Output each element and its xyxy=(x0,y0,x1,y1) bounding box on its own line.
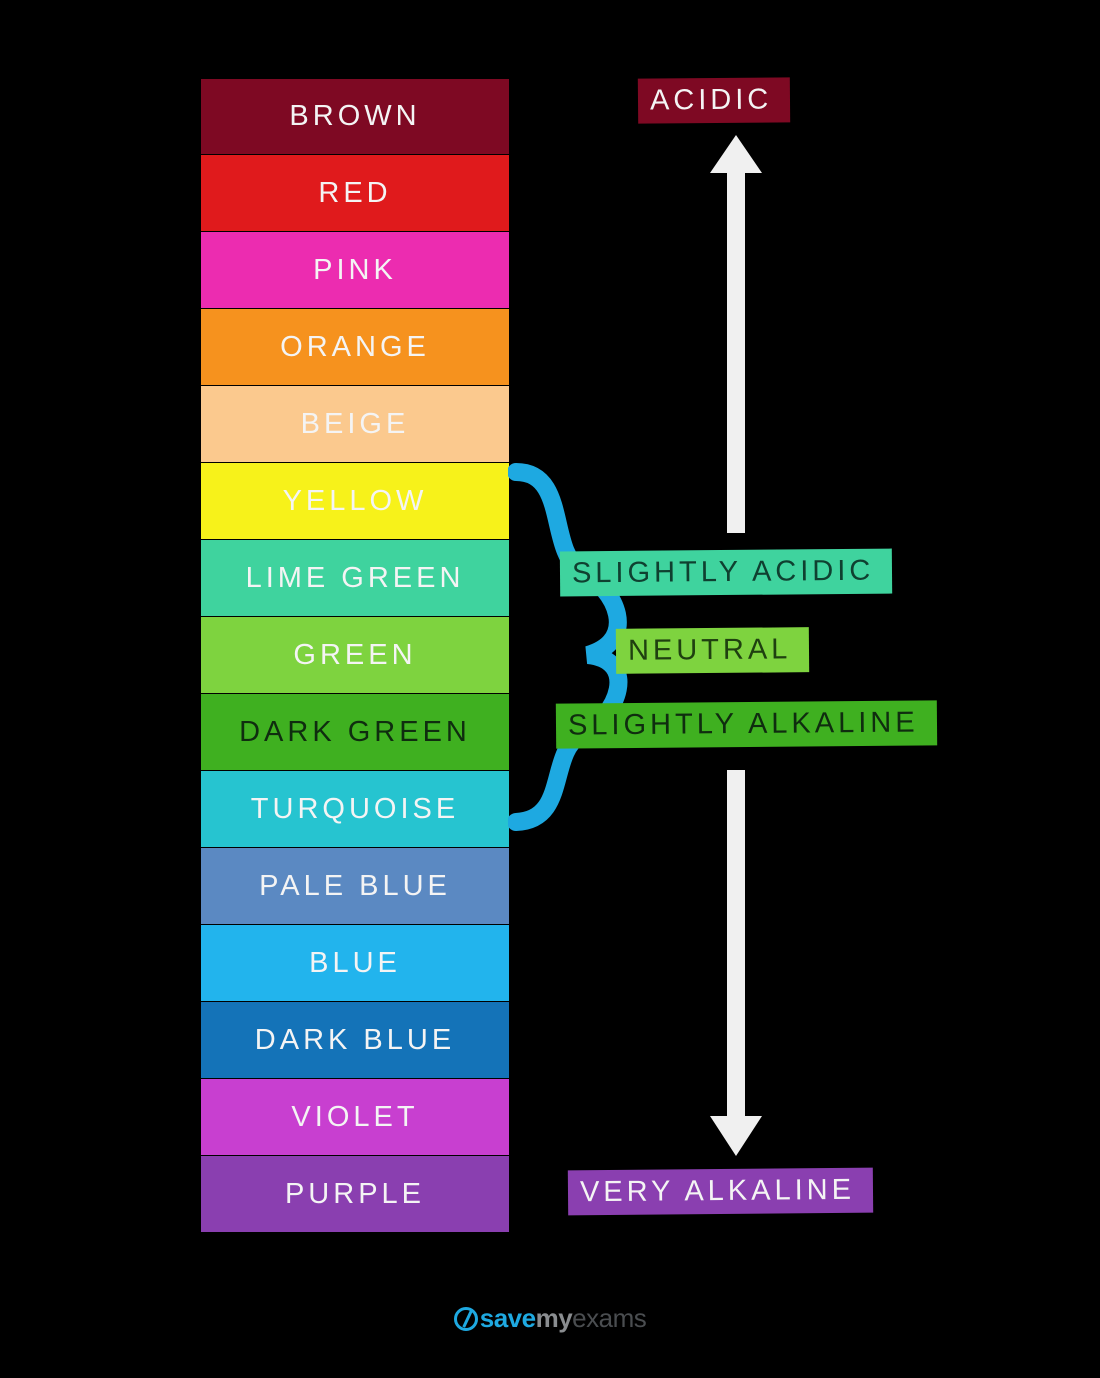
ph-color-scale: BROWNREDPINKORANGEBEIGEYELLOWLIME GREENG… xyxy=(200,78,510,1233)
label-slightly-acidic: SLIGHTLY ACIDIC xyxy=(560,550,892,595)
scale-cell: ORANGE xyxy=(200,309,510,386)
scale-cell: GREEN xyxy=(200,617,510,694)
scale-cell: TURQUOISE xyxy=(200,771,510,848)
scale-cell: PURPLE xyxy=(200,1156,510,1233)
arrow-down-icon xyxy=(706,768,766,1166)
scale-cell: BROWN xyxy=(200,78,510,155)
label-acidic: ACIDIC xyxy=(638,78,790,123)
scale-cell: LIME GREEN xyxy=(200,540,510,617)
scale-cell: DARK BLUE xyxy=(200,1002,510,1079)
label-very-alkaline: VERY ALKALINE xyxy=(568,1169,873,1214)
logo-text-exams: exams xyxy=(572,1303,646,1333)
label-slightly-alkaline: SLIGHTLY ALKALINE xyxy=(556,702,937,747)
scale-cell: BEIGE xyxy=(200,386,510,463)
scale-cell: DARK GREEN xyxy=(200,694,510,771)
logo-icon xyxy=(454,1307,478,1331)
scale-cell: PINK xyxy=(200,232,510,309)
scale-cell: PALE BLUE xyxy=(200,848,510,925)
watermark-logo: savemyexams xyxy=(0,1303,1100,1334)
scale-cell: YELLOW xyxy=(200,463,510,540)
label-neutral: NEUTRAL xyxy=(616,628,809,673)
arrow-up-icon xyxy=(706,133,766,543)
scale-cell: VIOLET xyxy=(200,1079,510,1156)
logo-text-save: save xyxy=(480,1303,536,1333)
logo-text-my: my xyxy=(536,1303,573,1333)
scale-cell: RED xyxy=(200,155,510,232)
scale-cell: BLUE xyxy=(200,925,510,1002)
